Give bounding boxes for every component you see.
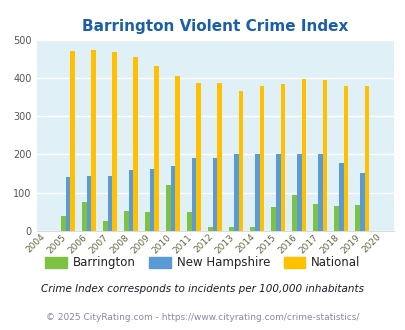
- Bar: [107, 176, 112, 231]
- Bar: [301, 79, 305, 231]
- Text: © 2025 CityRating.com - https://www.cityrating.com/crime-statistics/: © 2025 CityRating.com - https://www.city…: [46, 313, 359, 322]
- Bar: [292, 195, 296, 231]
- Bar: [128, 170, 133, 231]
- Bar: [259, 86, 264, 231]
- Bar: [124, 211, 128, 231]
- Bar: [322, 80, 326, 231]
- Bar: [192, 158, 196, 231]
- Bar: [91, 50, 96, 231]
- Bar: [212, 158, 217, 231]
- Bar: [238, 90, 243, 231]
- Bar: [171, 166, 175, 231]
- Bar: [70, 51, 75, 231]
- Bar: [82, 202, 87, 231]
- Bar: [359, 173, 364, 231]
- Bar: [66, 178, 70, 231]
- Bar: [166, 185, 171, 231]
- Bar: [233, 154, 238, 231]
- Bar: [317, 154, 322, 231]
- Bar: [175, 76, 180, 231]
- Legend: Barrington, New Hampshire, National: Barrington, New Hampshire, National: [40, 252, 364, 274]
- Title: Barrington Violent Crime Index: Barrington Violent Crime Index: [82, 19, 347, 34]
- Bar: [61, 216, 66, 231]
- Bar: [254, 154, 259, 231]
- Bar: [334, 206, 338, 231]
- Bar: [87, 176, 91, 231]
- Bar: [145, 212, 149, 231]
- Bar: [149, 169, 154, 231]
- Bar: [280, 84, 284, 231]
- Bar: [338, 163, 343, 231]
- Bar: [208, 227, 212, 231]
- Bar: [313, 204, 317, 231]
- Bar: [187, 212, 192, 231]
- Bar: [154, 66, 159, 231]
- Bar: [196, 83, 200, 231]
- Text: Crime Index corresponds to incidents per 100,000 inhabitants: Crime Index corresponds to incidents per…: [41, 284, 364, 294]
- Bar: [354, 205, 359, 231]
- Bar: [103, 221, 107, 231]
- Bar: [229, 227, 233, 231]
- Bar: [296, 154, 301, 231]
- Bar: [249, 227, 254, 231]
- Bar: [343, 85, 347, 231]
- Bar: [133, 57, 138, 231]
- Bar: [217, 83, 222, 231]
- Bar: [271, 207, 275, 231]
- Bar: [275, 154, 280, 231]
- Bar: [112, 52, 117, 231]
- Bar: [364, 85, 368, 231]
